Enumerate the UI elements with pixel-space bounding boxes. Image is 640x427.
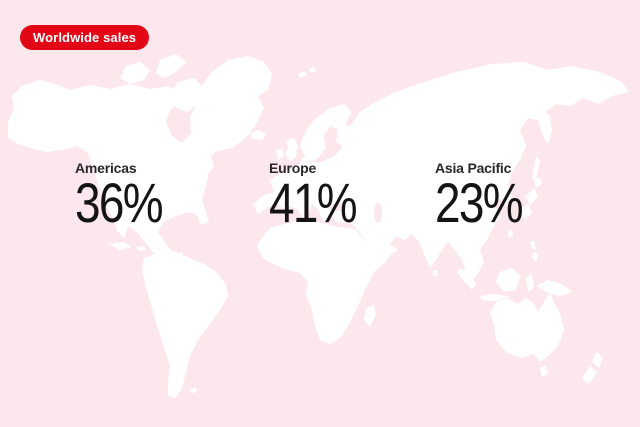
worldwide-sales-badge[interactable]: Worldwide sales xyxy=(20,25,150,50)
stat-asia-pacific: Asia Pacific 23% xyxy=(435,160,541,234)
stat-europe: Europe 41% xyxy=(269,160,375,234)
philippines-shape xyxy=(532,252,538,262)
badge-label: Worldwide sales xyxy=(33,30,137,45)
north-america-shape xyxy=(8,80,233,281)
tasmania-shape xyxy=(540,366,548,377)
sri-lanka-shape xyxy=(433,270,438,276)
scandinavia-shape xyxy=(300,104,352,162)
uk-shape xyxy=(285,138,298,162)
africa-shape xyxy=(257,219,392,344)
region-value-europe: 41% xyxy=(269,171,358,234)
region-label-europe: Europe xyxy=(269,160,317,176)
region-label-asia-pacific: Asia Pacific xyxy=(435,160,512,176)
stat-americas: Americas 36% xyxy=(75,160,181,234)
falkland-shape xyxy=(190,388,197,393)
south-america-shape xyxy=(142,250,228,398)
java-shape xyxy=(480,294,510,301)
iceland-shape xyxy=(250,130,266,140)
japan-shape xyxy=(520,204,532,220)
arctic-island-shape xyxy=(120,62,150,84)
caspian-sea-shape xyxy=(374,203,382,223)
cuba-shape xyxy=(108,242,132,250)
sakhalin-shape xyxy=(532,156,540,180)
japan-shape xyxy=(526,188,538,206)
new-zealand-shape xyxy=(582,366,597,384)
borneo-shape xyxy=(496,268,520,292)
philippines-shape xyxy=(530,240,536,250)
region-value-americas: 36% xyxy=(75,171,164,234)
hokkaido-shape xyxy=(534,178,542,188)
eurasia-shape xyxy=(254,62,628,283)
svalbard-shape xyxy=(298,71,307,78)
black-sea-shape xyxy=(329,203,347,211)
madagascar-shape xyxy=(364,305,376,327)
sulawesi-shape xyxy=(526,274,534,292)
region-label-americas: Americas xyxy=(75,160,137,176)
region-value-asia-pacific: 23% xyxy=(435,171,524,234)
taiwan-shape xyxy=(508,230,513,238)
arctic-island-shape xyxy=(156,54,186,78)
australia-shape xyxy=(490,292,564,362)
svalbard-shape xyxy=(309,67,316,73)
new-guinea-shape xyxy=(536,280,572,296)
hispaniola-shape xyxy=(136,246,146,251)
ireland-shape xyxy=(276,148,284,160)
sumatra-shape xyxy=(457,268,476,290)
new-zealand-shape xyxy=(592,352,603,368)
greenland-shape xyxy=(190,56,272,152)
